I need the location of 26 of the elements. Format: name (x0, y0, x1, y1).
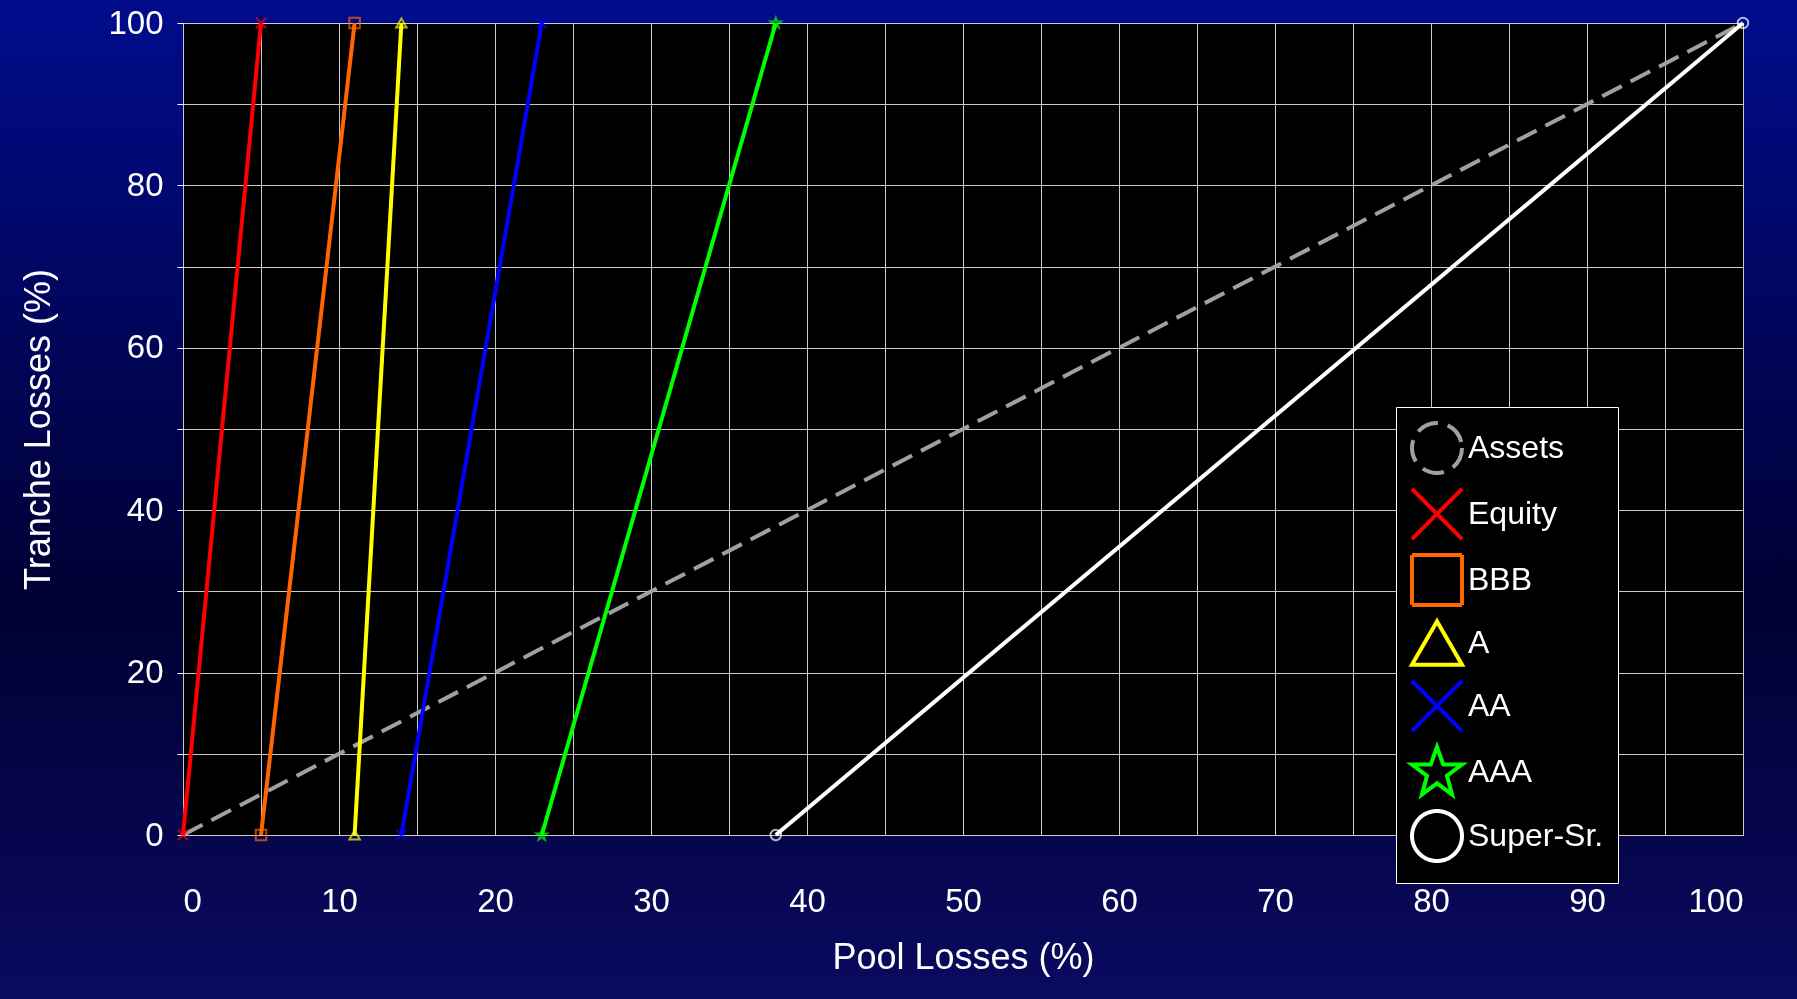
y-tick-label: 80 (126, 165, 164, 203)
x-tick-label: 0 (183, 881, 202, 919)
y-tick-label: 100 (108, 3, 164, 41)
x-tick-label: 30 (633, 881, 670, 919)
x-tick-label: 70 (1257, 881, 1294, 919)
y-tick-label: 0 (145, 815, 164, 853)
x-tick-label: 40 (789, 881, 826, 919)
x-axis-title: Pool Losses (%) (832, 935, 1095, 977)
x-tick-label: 80 (1413, 881, 1450, 919)
x-tick-label: 60 (1101, 881, 1138, 919)
legend-label: AA (1468, 687, 1512, 723)
legend-label: AAA (1468, 753, 1533, 789)
legend-label: Equity (1468, 495, 1557, 531)
legend-label: Super-Sr. (1468, 817, 1604, 853)
x-tick-label: 100 (1688, 881, 1744, 919)
y-axis-title: Tranche Losses (%) (17, 269, 59, 590)
y-tick-label: 40 (126, 490, 164, 528)
legend-label: BBB (1468, 561, 1533, 597)
x-tick-label: 10 (321, 881, 358, 919)
legend-label: Assets (1468, 429, 1565, 465)
y-tick-label: 60 (126, 328, 164, 366)
y-tick-label: 20 (126, 653, 164, 691)
x-tick-label: 90 (1569, 881, 1606, 919)
legend-label: A (1468, 624, 1490, 660)
x-tick-label: 50 (945, 881, 982, 919)
x-tick-label: 20 (477, 881, 514, 919)
